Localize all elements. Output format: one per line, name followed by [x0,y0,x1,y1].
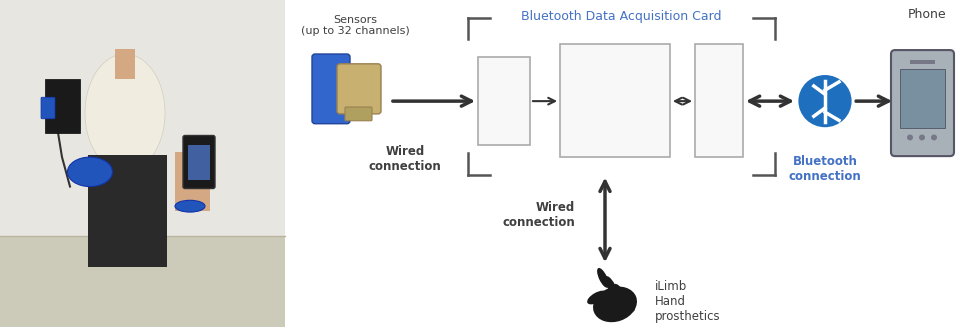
FancyBboxPatch shape [88,155,167,267]
Text: Bluetooth
connection: Bluetooth connection [789,155,862,183]
Text: Wired
connection: Wired connection [368,145,442,173]
Text: iLimb
Hand
prosthetics: iLimb Hand prosthetics [655,280,721,323]
Bar [115,49,135,79]
Bar [910,60,935,64]
Ellipse shape [85,54,165,172]
Text: Phone: Phone [908,8,947,21]
Ellipse shape [623,291,635,311]
Bar [175,152,210,211]
Circle shape [797,74,853,129]
Bar [0,236,285,327]
Text: Sensors
(up to 32 channels): Sensors (up to 32 channels) [301,15,410,36]
Bar [695,44,743,157]
Bar [0,0,285,327]
FancyBboxPatch shape [891,50,954,156]
Bar [900,69,945,128]
Bar [188,145,210,180]
Text: Bluetooth
Transmitter: Bluetooth Transmitter [709,71,730,131]
Ellipse shape [604,276,617,295]
FancyBboxPatch shape [337,64,381,114]
Circle shape [919,135,925,141]
FancyBboxPatch shape [312,54,350,124]
Text: MUX: MUX [490,95,519,108]
Bar [45,79,80,133]
Bar [478,57,530,145]
Text: Wired
connection: Wired connection [502,201,575,229]
Text: MSP430F5529
microcontroller: MSP430F5529 microcontroller [570,87,660,115]
Ellipse shape [593,287,637,322]
FancyBboxPatch shape [345,107,372,121]
Bar [560,44,670,157]
FancyBboxPatch shape [183,136,215,188]
Ellipse shape [67,157,113,186]
Ellipse shape [597,268,609,288]
Ellipse shape [614,284,627,303]
Circle shape [931,135,937,141]
FancyBboxPatch shape [41,97,55,119]
Text: Bluetooth Data Acquisition Card: Bluetooth Data Acquisition Card [522,10,722,23]
Ellipse shape [587,291,607,304]
Circle shape [907,135,913,141]
Ellipse shape [175,200,205,212]
